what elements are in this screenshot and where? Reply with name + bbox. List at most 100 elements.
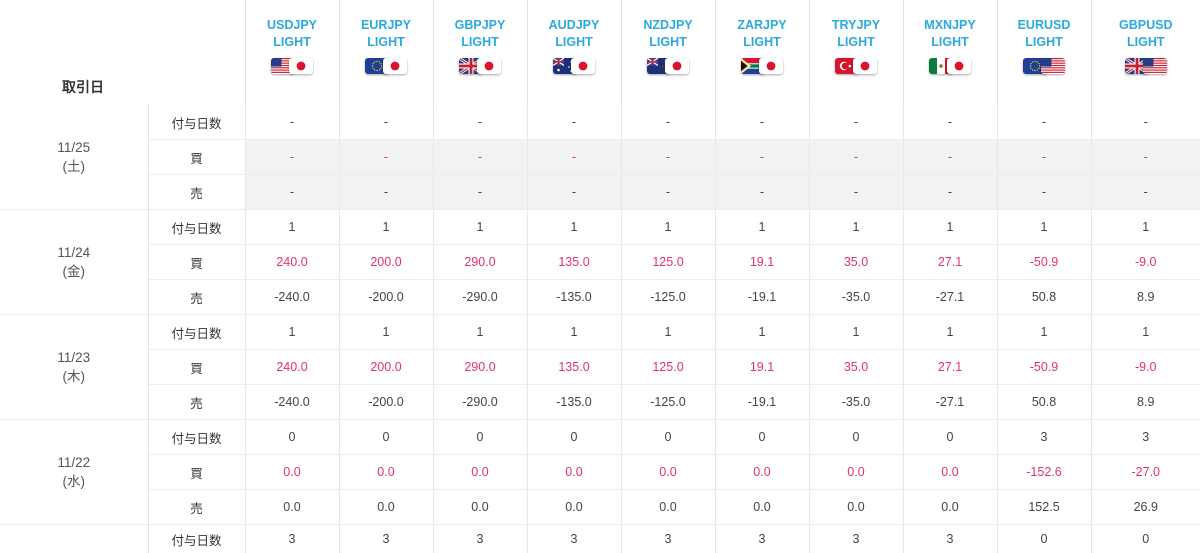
buy-value-cell: 19.1 [715,245,809,280]
days-value-cell: - [245,105,339,140]
sell-value-cell: 0.0 [245,490,339,525]
row-label-days: 付与日数 [148,210,245,245]
sell-value-cell: -290.0 [433,280,527,315]
sell-value-cell: -290.0 [433,385,527,420]
pair-sub: LIGHT [555,35,593,49]
pair-code: EURJPY [361,18,411,32]
days-value-cell: 1 [715,210,809,245]
days-value-cell: 0 [245,420,339,455]
jp-flag-icon [853,58,877,74]
trade-date-cell: 11/24(金) [0,210,148,315]
jp-flag-icon [383,58,407,74]
buy-value-cell: 0.0 [621,455,715,490]
buy-value-cell: 0.0 [339,455,433,490]
sell-value-cell: -125.0 [621,280,715,315]
sell-value-cell: - [339,175,433,210]
buy-value-cell: - [809,140,903,175]
sell-value-cell: 0.0 [621,490,715,525]
pair-sub: LIGHT [273,35,311,49]
buy-value-cell: 135.0 [527,350,621,385]
buy-value-cell: 0.0 [245,455,339,490]
buy-value-cell: - [527,140,621,175]
sell-value-cell: -35.0 [809,385,903,420]
sell-value-cell: -19.1 [715,280,809,315]
sell-value-cell: -200.0 [339,280,433,315]
buy-value-cell: 27.1 [903,245,997,280]
days-value-cell: - [1091,105,1200,140]
pair-sub: LIGHT [837,35,875,49]
sell-value-cell: - [621,175,715,210]
sell-value-cell: 0.0 [809,490,903,525]
days-value-cell: - [339,105,433,140]
pair-code: GBPJPY [455,18,506,32]
days-value-cell: 0 [809,420,903,455]
pair-flags [810,58,903,76]
buy-value-cell: - [997,140,1091,175]
days-value-cell: 1 [527,210,621,245]
buy-value-cell: -9.0 [1091,245,1200,280]
days-value-cell: - [903,105,997,140]
table-row: 売---------- [0,175,1200,210]
days-value-cell: 0 [621,420,715,455]
sell-value-cell: 152.5 [997,490,1091,525]
pair-flags [716,58,809,76]
buy-value-cell: - [903,140,997,175]
buy-value-cell: 0.0 [715,455,809,490]
pair-sub: LIGHT [367,35,405,49]
sell-value-cell: 50.8 [997,385,1091,420]
trade-date: 11/22 [0,453,148,472]
days-value-cell: 1 [433,210,527,245]
days-value-cell: 1 [245,315,339,350]
sell-value-cell: -27.1 [903,280,997,315]
buy-value-cell: 0.0 [809,455,903,490]
sell-value-cell: 0.0 [433,490,527,525]
buy-value-cell: 0.0 [433,455,527,490]
jp-flag-icon [947,58,971,74]
table-row: 11/25(土)付与日数---------- [0,105,1200,140]
buy-value-cell: 135.0 [527,245,621,280]
row-label-buy: 買 [148,245,245,280]
days-value-cell: 1 [433,315,527,350]
days-value-cell: 1 [245,210,339,245]
days-value-cell: - [621,105,715,140]
sell-value-cell: 8.9 [1091,280,1200,315]
buy-value-cell: 35.0 [809,350,903,385]
us-flag-icon [1041,58,1065,74]
pair-code: GBPUSD [1119,18,1172,32]
pair-code: TRYJPY [832,18,880,32]
row-label-buy: 買 [148,350,245,385]
buy-value-cell: - [245,140,339,175]
buy-value-cell: - [433,140,527,175]
row-label-sell: 売 [148,490,245,525]
pair-flags [904,58,997,76]
sell-value-cell: 0.0 [715,490,809,525]
pair-flags [246,58,339,76]
table-row: 売-240.0-200.0-290.0-135.0-125.0-19.1-35.… [0,385,1200,420]
days-value-cell: 0 [527,420,621,455]
table-body: 11/25(土)付与日数----------買----------売------… [0,105,1200,553]
buy-value-cell: 125.0 [621,350,715,385]
buy-value-cell: 290.0 [433,245,527,280]
row-label-sell: 売 [148,280,245,315]
jp-flag-icon [477,58,501,74]
buy-value-cell: 35.0 [809,245,903,280]
row-type-column-header [148,0,245,105]
buy-value-cell: - [339,140,433,175]
days-value-cell: 1 [809,210,903,245]
buy-value-cell: 27.1 [903,350,997,385]
trade-date-cell: 11/25(土) [0,105,148,210]
row-label-days: 付与日数 [148,420,245,455]
pair-code: NZDJPY [643,18,692,32]
